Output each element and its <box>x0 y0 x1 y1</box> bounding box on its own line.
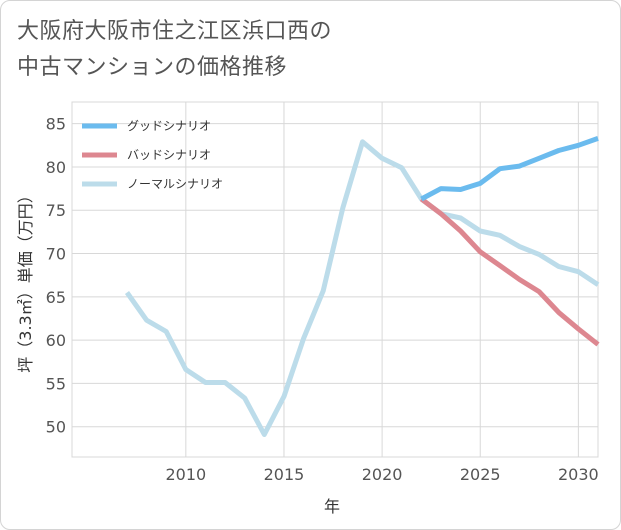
tick-labels: 50 55 60 65 70 75 80 85 2010 2015 2020 2025 2030 <box>46 115 599 484</box>
data-point <box>537 156 542 161</box>
x-tick-label: 2010 <box>165 465 206 484</box>
data-point <box>419 196 424 201</box>
data-point <box>556 310 561 315</box>
data-point <box>458 187 463 192</box>
data-point <box>164 329 169 334</box>
legend-label: グッドシナリオ <box>127 119 211 133</box>
legend-label: ノーマルシナリオ <box>127 177 223 191</box>
data-point <box>478 249 483 254</box>
data-point <box>380 156 385 161</box>
data-point <box>517 244 522 249</box>
data-point <box>301 336 306 341</box>
x-tick-label: 2020 <box>362 465 403 484</box>
y-tick-label: 80 <box>46 158 66 177</box>
series-line <box>419 196 600 347</box>
data-point <box>203 380 208 385</box>
data-point <box>576 326 581 331</box>
data-point <box>497 263 502 268</box>
y-tick-label: 85 <box>46 115 66 134</box>
data-point <box>478 181 483 186</box>
x-axis-label: 年 <box>324 497 340 516</box>
data-point <box>478 229 483 234</box>
data-point <box>517 277 522 282</box>
y-tick-label: 50 <box>46 418 66 437</box>
x-tick-label: 2015 <box>264 465 305 484</box>
series-lines <box>124 136 600 437</box>
data-point <box>596 136 601 141</box>
data-point <box>556 264 561 269</box>
data-point <box>360 139 365 144</box>
data-point <box>340 205 345 210</box>
data-point <box>242 396 247 401</box>
data-point <box>497 166 502 171</box>
y-tick-label: 70 <box>46 245 66 264</box>
data-point <box>124 290 129 295</box>
y-tick-label: 55 <box>46 374 66 393</box>
x-tick-label: 2025 <box>460 465 501 484</box>
data-point <box>576 269 581 274</box>
data-point <box>596 342 601 347</box>
data-point <box>458 216 463 221</box>
data-point <box>183 367 188 372</box>
data-point <box>281 394 286 399</box>
chart-title: 大阪府大阪市住之江区浜口西の 中古マンションの価格推移 <box>17 19 333 80</box>
data-point <box>497 233 502 238</box>
y-tick-label: 75 <box>46 201 66 220</box>
series-line <box>420 136 599 202</box>
series-line <box>124 139 600 437</box>
legend-label: バッドシナリオ <box>127 148 211 162</box>
plot-area <box>71 101 599 458</box>
data-point <box>596 282 601 287</box>
data-point <box>399 165 404 170</box>
y-tick-label: 65 <box>46 288 66 307</box>
data-point <box>438 186 443 191</box>
data-point <box>223 380 228 385</box>
data-point <box>458 229 463 234</box>
data-point <box>517 164 522 169</box>
data-point <box>321 288 326 293</box>
y-axis-label: 坪（3.3㎡）単価（万円） <box>16 187 35 372</box>
grid <box>72 102 598 457</box>
y-tick-label: 60 <box>46 331 66 350</box>
data-point <box>438 211 443 216</box>
data-point <box>556 148 561 153</box>
data-point <box>262 432 267 437</box>
data-point <box>537 252 542 257</box>
data-point <box>144 318 149 323</box>
data-point <box>576 143 581 148</box>
x-tick-label: 2030 <box>558 465 599 484</box>
data-point <box>537 289 542 294</box>
